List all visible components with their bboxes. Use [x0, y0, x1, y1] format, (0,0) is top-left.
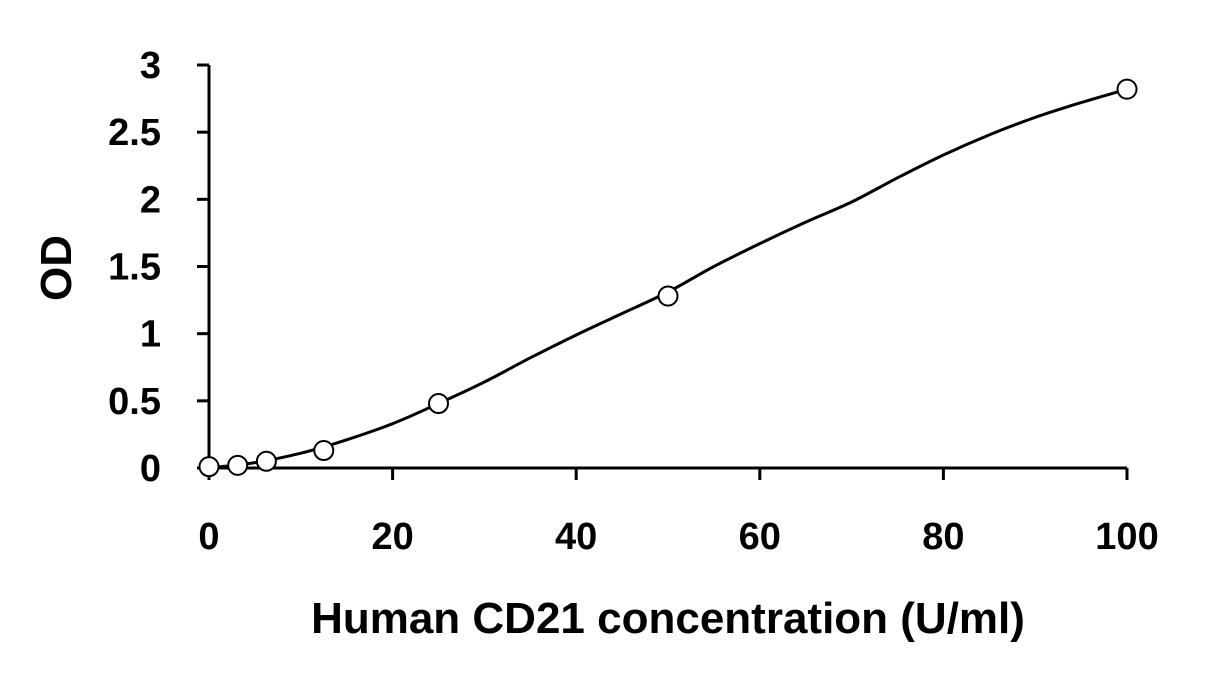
y-axis-title: OD: [32, 235, 81, 301]
x-tick-label: 0: [198, 516, 219, 558]
fit-curve-line: [208, 87, 1128, 470]
x-tick-label: 80: [922, 516, 964, 558]
x-axis-title: Human CD21 concentration (U/ml): [311, 594, 1025, 643]
data-point: [657, 285, 679, 307]
y-tick-label: 1.5: [108, 247, 161, 289]
data-point: [1116, 78, 1138, 100]
y-tick-label: 2.5: [108, 112, 161, 154]
ticks: 0 0.5 1 1.5 2 2.5 3 0 20 40 60 80 100: [108, 45, 1159, 558]
y-tick-label: 2: [140, 179, 161, 221]
y-tick-label: 0: [140, 448, 161, 490]
data-point: [313, 440, 335, 462]
data-point: [227, 454, 249, 476]
x-tick-label: 20: [371, 516, 413, 558]
x-tick-label: 100: [1095, 516, 1158, 558]
data-point: [198, 456, 220, 478]
y-tick-label: 0.5: [108, 381, 161, 423]
data-point: [255, 450, 277, 472]
x-tick-label: 40: [555, 516, 597, 558]
y-tick-label: 1: [140, 314, 161, 356]
y-tick-label: 3: [140, 45, 161, 87]
data-point: [428, 393, 449, 415]
x-tick-label: 60: [739, 516, 781, 558]
data-points: [198, 78, 1138, 478]
axes: [207, 65, 1127, 470]
